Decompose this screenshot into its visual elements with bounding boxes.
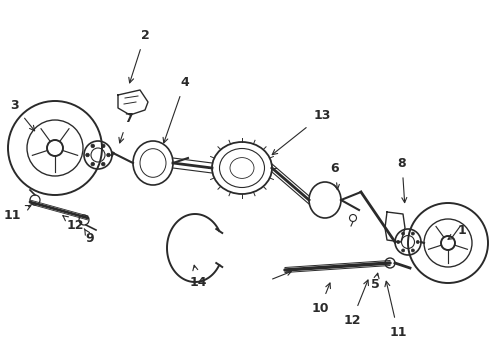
Circle shape [91, 144, 95, 148]
Circle shape [86, 153, 89, 157]
Circle shape [101, 144, 105, 148]
Text: 11: 11 [3, 206, 31, 221]
Circle shape [416, 240, 419, 243]
Circle shape [402, 232, 405, 235]
Circle shape [91, 162, 95, 166]
Circle shape [101, 162, 105, 166]
Text: 6: 6 [331, 162, 340, 190]
Text: 1: 1 [448, 224, 466, 239]
Text: 8: 8 [398, 157, 407, 203]
Text: 10: 10 [311, 283, 330, 315]
Circle shape [107, 153, 110, 157]
Text: 9: 9 [84, 229, 94, 244]
Text: 11: 11 [385, 281, 407, 338]
Text: 7: 7 [119, 112, 132, 143]
Text: 12: 12 [343, 280, 368, 327]
Text: 13: 13 [272, 108, 331, 155]
Text: 14: 14 [189, 265, 207, 288]
Circle shape [397, 240, 400, 243]
Text: 3: 3 [10, 99, 35, 131]
Text: 12: 12 [63, 216, 84, 231]
Circle shape [412, 232, 415, 235]
Text: 4: 4 [163, 76, 189, 143]
Text: 5: 5 [370, 273, 379, 292]
Circle shape [402, 249, 405, 252]
Text: 2: 2 [129, 28, 149, 83]
Circle shape [412, 249, 415, 252]
